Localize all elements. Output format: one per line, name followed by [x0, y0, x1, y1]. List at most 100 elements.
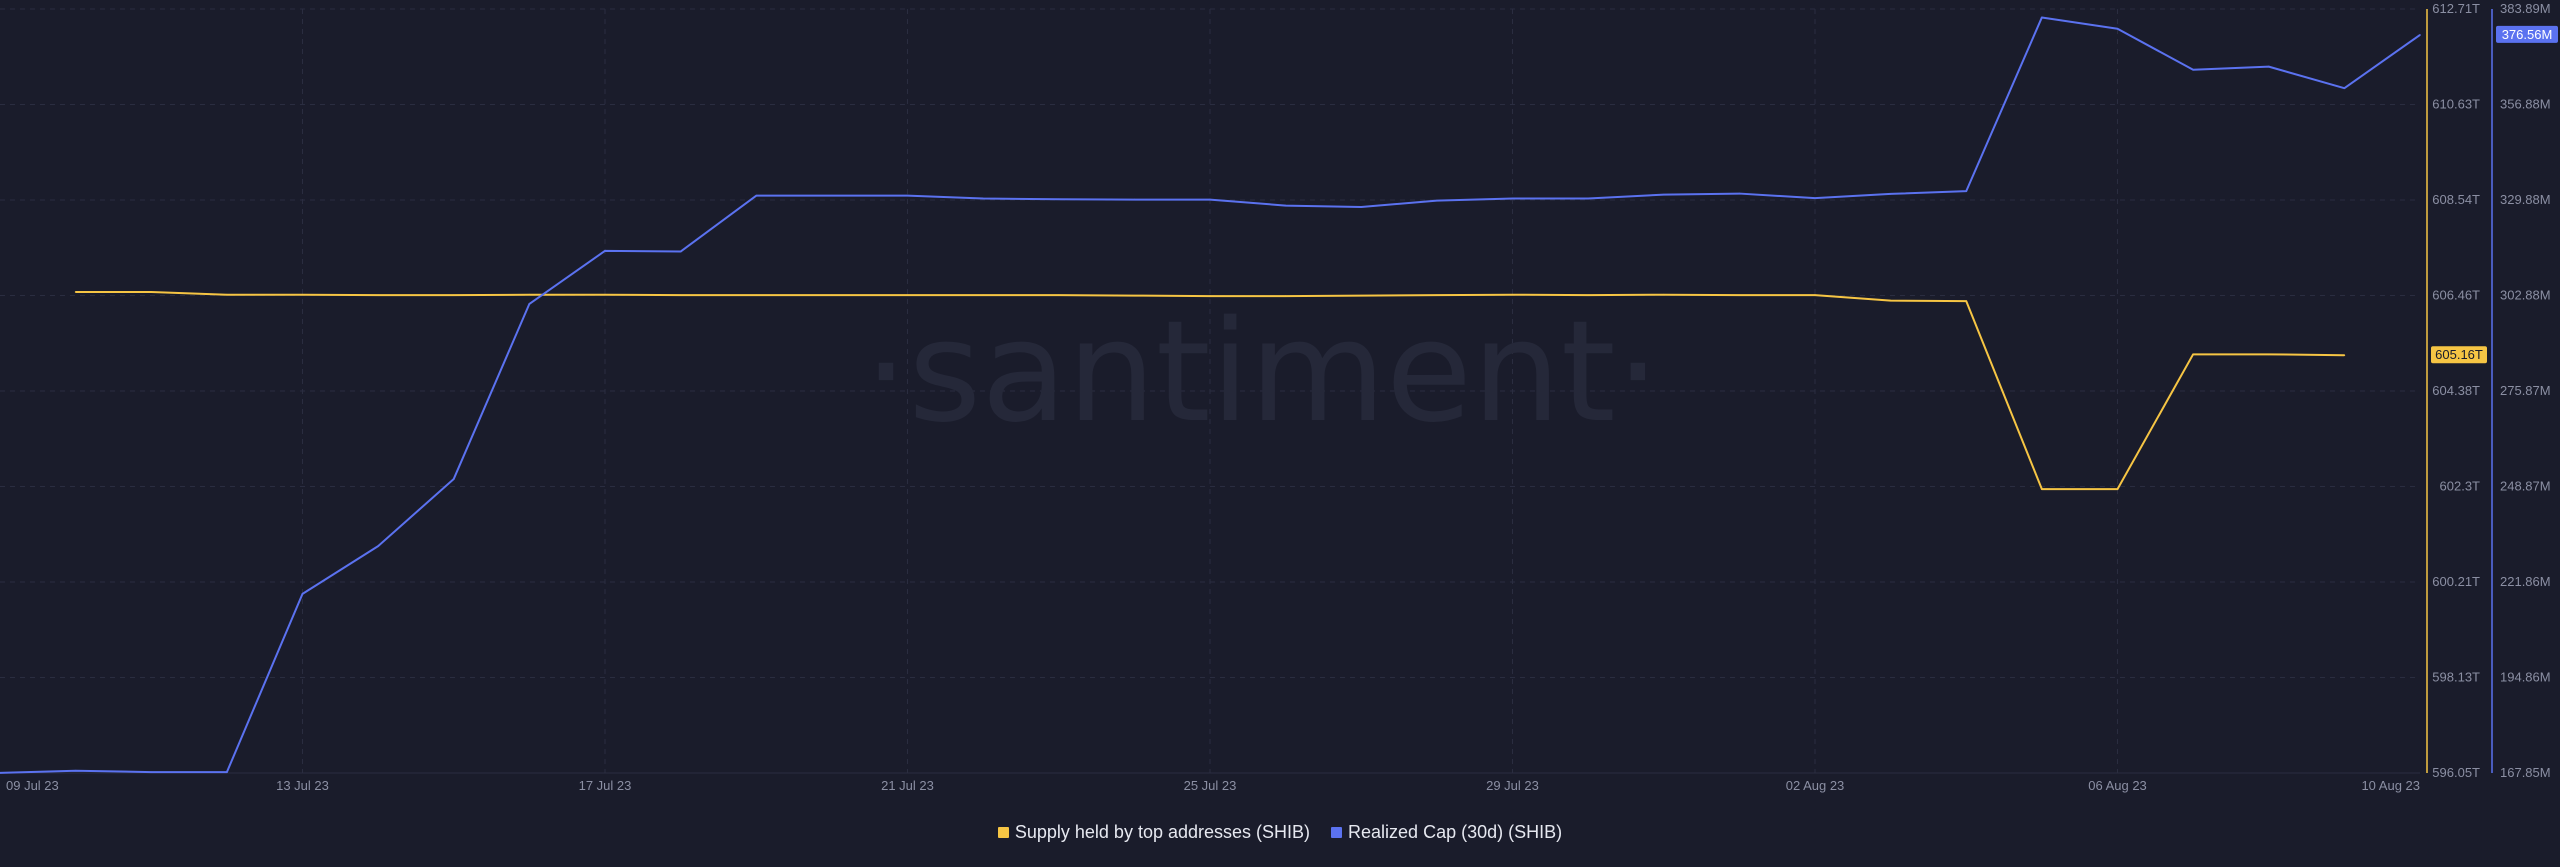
y-left-tick-label: 600.21T [2432, 574, 2480, 589]
data-point-supply [1662, 293, 1665, 296]
data-point-realized-cap [1965, 190, 1968, 192]
data-point-supply [1057, 294, 1060, 296]
data-point-supply [679, 294, 682, 296]
x-tick-label: 29 Jul 23 [1486, 778, 1539, 793]
data-point-supply [1814, 294, 1816, 296]
data-point-realized-cap [1133, 198, 1136, 201]
y-right-tick-label: 383.89M [2500, 1, 2551, 16]
x-tick-label: 06 Aug 23 [2088, 778, 2147, 793]
data-point-realized-cap [755, 194, 758, 197]
y-left-tick-label: 602.3T [2440, 479, 2481, 494]
y-left-tick-label: 608.54T [2432, 192, 2480, 207]
y-right-tick-label: 356.88M [2500, 97, 2551, 112]
legend-label-realized-cap: Realized Cap (30d) (SHIB) [1348, 822, 1563, 842]
x-tick-label: 09 Jul 23 [6, 778, 59, 793]
data-point-supply [377, 294, 379, 296]
data-point-realized-cap [679, 250, 682, 253]
data-point-supply [150, 291, 153, 293]
data-point-realized-cap [1284, 204, 1287, 207]
data-point-realized-cap [74, 769, 77, 772]
last-value-label-realized-cap: 376.56M [2502, 27, 2553, 42]
y-left-tick-label: 604.38T [2432, 383, 2480, 398]
data-point-supply [1133, 294, 1136, 297]
legend-label-supply: Supply held by top addresses (SHIB) [1014, 822, 1311, 842]
y-left-tick-label: 612.71T [2432, 1, 2480, 16]
watermark: ·santiment· [864, 291, 1660, 454]
data-point-supply [2041, 488, 2043, 490]
y-right-tick-label: 329.88M [2500, 192, 2551, 207]
legend-item-supply[interactable]: Supply held by top addresses (SHIB) [997, 822, 1311, 843]
data-point-supply [226, 293, 228, 296]
last-value-badge-supply [2431, 346, 2487, 364]
data-point-realized-cap [604, 250, 606, 252]
legend-swatch-supply [997, 827, 1009, 838]
data-point-realized-cap [1889, 193, 1892, 195]
x-tick-label: 25 Jul 23 [1184, 778, 1237, 793]
data-point-supply [1284, 295, 1287, 297]
data-point-realized-cap [1209, 198, 1211, 201]
data-point-realized-cap [2192, 68, 2194, 71]
data-point-realized-cap [528, 303, 531, 305]
data-point-supply [528, 293, 531, 296]
x-tick-label: 13 Jul 23 [276, 778, 329, 793]
x-tick-label: 21 Jul 23 [881, 778, 934, 793]
x-tick-label: 02 Aug 23 [1786, 778, 1845, 793]
data-point-realized-cap [1814, 197, 1816, 199]
data-point-realized-cap [226, 771, 228, 773]
data-point-supply [74, 291, 77, 293]
data-point-realized-cap [1436, 199, 1438, 202]
data-point-realized-cap [831, 194, 833, 197]
data-point-realized-cap [906, 194, 909, 197]
series-layer [0, 16, 2421, 774]
data-point-supply [1738, 294, 1741, 296]
data-point-realized-cap [377, 545, 379, 547]
data-point-realized-cap [1738, 192, 1741, 195]
data-point-realized-cap [1511, 197, 1514, 200]
y-right-tick-label: 275.87M [2500, 383, 2551, 398]
data-point-supply [604, 293, 606, 296]
y-right-tick-label: 248.87M [2500, 479, 2551, 494]
data-point-supply [2267, 353, 2270, 356]
legend: Supply held by top addresses (SHIB) Real… [0, 822, 2560, 843]
data-point-realized-cap [2343, 87, 2346, 89]
data-point-realized-cap [982, 197, 984, 200]
y-right-tick-label: 167.85M [2500, 765, 2551, 780]
data-point-realized-cap [301, 593, 304, 595]
legend-item-realized-cap[interactable]: Realized Cap (30d) (SHIB) [1331, 822, 1562, 843]
data-point-realized-cap [1587, 197, 1589, 200]
data-point-supply [906, 294, 909, 296]
data-point-realized-cap [2116, 27, 2119, 30]
y-left-tick-label: 606.46T [2432, 288, 2480, 303]
last-value-badge-realized-cap [2496, 25, 2558, 43]
data-point-supply [755, 294, 758, 296]
last-value-label-supply: 605.16T [2435, 347, 2483, 362]
data-point-realized-cap [452, 478, 455, 480]
data-point-realized-cap [1360, 206, 1363, 208]
data-point-supply [1209, 295, 1211, 297]
data-point-supply [1360, 294, 1363, 297]
data-point-realized-cap [2267, 65, 2270, 68]
y-left-tick-label: 596.05T [2432, 765, 2480, 780]
data-point-supply [831, 294, 833, 296]
data-point-realized-cap [1662, 193, 1665, 196]
data-point-supply [2116, 488, 2119, 490]
data-point-supply [1965, 300, 1968, 302]
data-point-supply [1889, 299, 1892, 302]
x-tick-label: 17 Jul 23 [579, 778, 632, 793]
data-point-supply [982, 294, 984, 296]
data-point-realized-cap [0, 772, 1, 774]
data-point-supply [2192, 353, 2194, 356]
data-point-realized-cap [1057, 198, 1060, 201]
data-point-supply [1511, 293, 1514, 296]
data-point-realized-cap [150, 771, 153, 773]
data-point-supply [301, 293, 304, 296]
y-left-tick-label: 610.63T [2432, 97, 2480, 112]
y-right-tick-label: 302.88M [2500, 288, 2551, 303]
value-badges: 605.16T 376.56M [2431, 25, 2558, 364]
x-tick-label: 10 Aug 23 [2361, 778, 2420, 793]
axes [0, 9, 2493, 774]
data-point-supply [1436, 294, 1438, 296]
y-right-tick-label: 221.86M [2500, 574, 2551, 589]
data-point-supply [452, 294, 455, 296]
